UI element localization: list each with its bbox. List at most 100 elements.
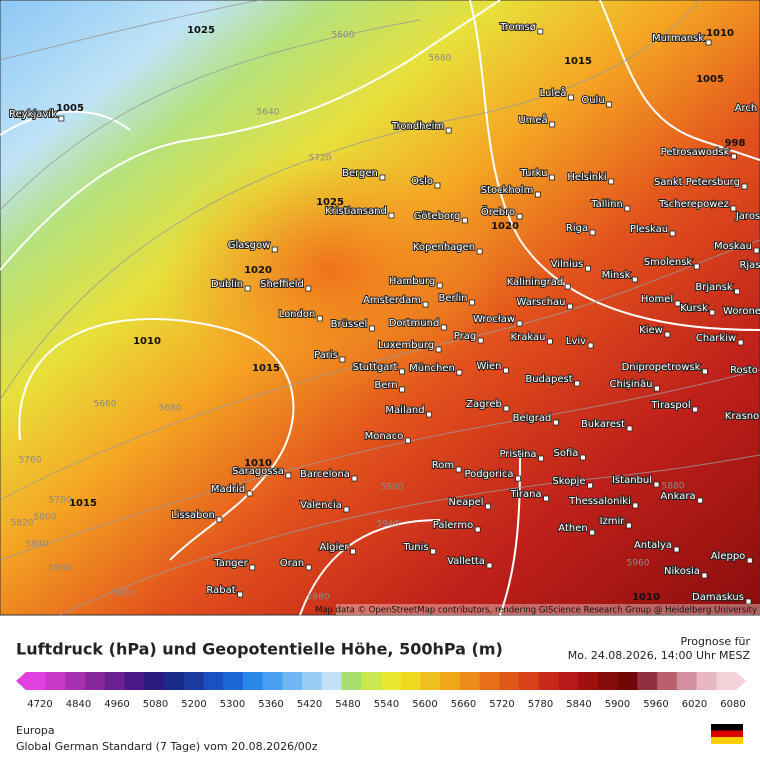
height-label: 5960 [627, 559, 650, 569]
city-label: Krasno [725, 411, 759, 422]
city-marker [698, 498, 703, 503]
colorbar-cell [460, 672, 480, 690]
city-marker [535, 192, 540, 197]
colorbar-tick-label: 4720 [27, 699, 52, 710]
city-label: Valencia [300, 500, 342, 511]
city-label: Warschau [517, 297, 566, 308]
city-marker [710, 310, 715, 315]
city-label: Dnipropetrowsk [622, 362, 701, 373]
colorbar-cell [302, 672, 322, 690]
colorbar-tick-label: 6020 [682, 699, 707, 710]
city-label: Nikosia [664, 566, 700, 577]
colorbar-cell [598, 672, 618, 690]
colorbar-cell [263, 672, 283, 690]
city-label: Oulu [581, 95, 604, 106]
colorbar-cell [381, 672, 401, 690]
city-marker [470, 300, 475, 305]
city-marker [633, 503, 638, 508]
colorbar-cell [322, 672, 342, 690]
city-label: Helsinki [567, 172, 606, 183]
city-marker [317, 316, 322, 321]
colorbar-cell [420, 672, 440, 690]
forecast-label: Prognose für [681, 635, 751, 648]
pressure-label: 1010 [244, 458, 272, 469]
height-label: 5780 [49, 496, 72, 506]
height-label: 5820 [11, 519, 34, 529]
height-label: 5940 [377, 520, 400, 530]
city-label: Tallinn [590, 199, 623, 210]
city-marker [654, 482, 659, 487]
city-marker [238, 592, 243, 597]
city-marker [550, 122, 555, 127]
colorbar-tick-label: 4840 [66, 699, 91, 710]
city-label: Petrosawodsk [661, 147, 730, 158]
city-label: Rjas [739, 260, 760, 271]
colorbar-cell [657, 672, 677, 690]
city-label: Paris [314, 350, 338, 361]
city-label: Pristina [499, 449, 536, 460]
city-marker [478, 338, 483, 343]
city-marker [503, 368, 508, 373]
pressure-label: 998 [725, 138, 746, 149]
city-label: Vilnius [551, 259, 584, 270]
city-marker [568, 304, 573, 309]
colorbar-cell [677, 672, 697, 690]
city-marker [588, 483, 593, 488]
colorbar-tick-label: 5600 [412, 699, 437, 710]
legend-title: Luftdruck (hPa) und Geopotentielle Höhe,… [16, 640, 503, 659]
city-label: Göteborg [414, 211, 461, 222]
city-marker [580, 455, 585, 460]
city-marker [475, 527, 480, 532]
colorbar-tick-label: 6080 [720, 699, 745, 710]
city-label: Monaco [365, 431, 404, 442]
city-label: Budapest [525, 374, 572, 385]
colorbar-end [16, 672, 26, 690]
city-marker [738, 340, 743, 345]
height-label: 5640 [257, 108, 280, 118]
colorbar-tick-label: 5080 [143, 699, 168, 710]
pressure-label: 1025 [187, 25, 215, 36]
city-label: Rom [432, 460, 454, 471]
colorbar-tick-label: 5720 [489, 699, 514, 710]
city-marker [340, 357, 345, 362]
city-marker [344, 507, 349, 512]
city-label: Wien [477, 361, 502, 372]
colorbar-tick-label: 5840 [566, 699, 591, 710]
city-marker [706, 40, 711, 45]
city-label: München [409, 363, 455, 374]
city-label: Kaliningrad [507, 277, 563, 288]
city-marker [549, 175, 554, 180]
city-marker [627, 426, 632, 431]
colorbar-cell [618, 672, 638, 690]
city-label: Aleppo [711, 551, 746, 562]
colorbar-cell [716, 672, 736, 690]
height-label: 5600 [332, 31, 355, 41]
colorbar-cell [243, 672, 263, 690]
colorbar-tick-label: 5480 [335, 699, 360, 710]
city-marker [735, 289, 740, 294]
city-label: Palermo [433, 520, 473, 531]
height-label: 5840 [26, 540, 49, 550]
city-label: Stuttgart [353, 362, 398, 373]
colorbar-cell [637, 672, 657, 690]
city-label: Sheffield [260, 279, 304, 290]
city-label: Umeå [518, 113, 547, 126]
colorbar-tick-label: 5780 [528, 699, 553, 710]
city-marker [693, 407, 698, 412]
city-label: Athen [558, 523, 587, 534]
city-marker [250, 565, 255, 570]
city-label: Kopenhagen [413, 242, 475, 253]
pressure-label: 1005 [696, 74, 724, 85]
city-marker [487, 563, 492, 568]
height-label: 5680 [159, 404, 182, 414]
colorbar-tick-label: 5420 [297, 699, 322, 710]
city-label: Zagreb [466, 399, 502, 410]
city-marker [436, 347, 441, 352]
forecast-time: Mo. 24.08.2026, 14:00 Uhr MESZ [568, 649, 751, 662]
city-marker [746, 599, 751, 604]
city-marker [405, 438, 410, 443]
city-label: Smolensk [644, 257, 693, 268]
city-label: Örebro [481, 205, 515, 218]
city-label: Podgorica [464, 469, 513, 480]
city-marker [607, 102, 612, 107]
